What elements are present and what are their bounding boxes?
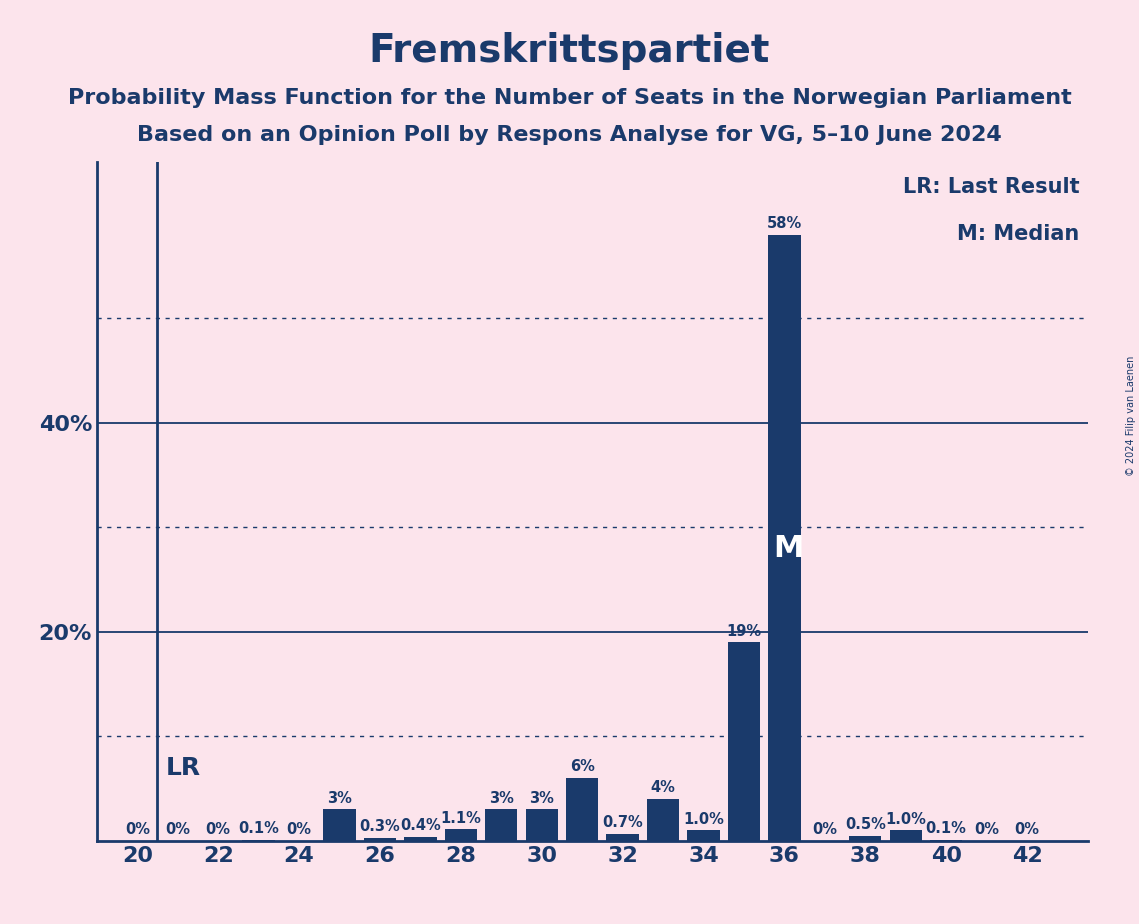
Text: Based on an Opinion Poll by Respons Analyse for VG, 5–10 June 2024: Based on an Opinion Poll by Respons Anal… <box>137 125 1002 145</box>
Bar <box>768 235 801 841</box>
Text: 0.1%: 0.1% <box>926 821 967 836</box>
Text: 0%: 0% <box>125 822 149 837</box>
Text: 0%: 0% <box>206 822 231 837</box>
Text: 0.7%: 0.7% <box>603 815 644 830</box>
Text: 1.0%: 1.0% <box>683 812 724 827</box>
Bar <box>931 840 962 841</box>
Bar <box>687 831 720 841</box>
Text: 6%: 6% <box>570 760 595 774</box>
Text: 3%: 3% <box>489 791 514 806</box>
Bar <box>606 833 639 841</box>
Text: 1.1%: 1.1% <box>441 810 482 826</box>
Text: 0.4%: 0.4% <box>400 818 441 833</box>
Bar <box>444 830 477 841</box>
Bar <box>525 809 558 841</box>
Text: 1.0%: 1.0% <box>885 812 926 827</box>
Text: LR: LR <box>165 756 200 780</box>
Bar <box>728 642 760 841</box>
Text: 0.1%: 0.1% <box>238 821 279 836</box>
Text: 0.3%: 0.3% <box>360 819 400 834</box>
Text: 19%: 19% <box>727 624 762 638</box>
Text: 0.5%: 0.5% <box>845 817 886 832</box>
Bar <box>363 838 396 841</box>
Bar <box>243 840 274 841</box>
Text: 0%: 0% <box>165 822 190 837</box>
Text: LR: Last Result: LR: Last Result <box>903 177 1080 198</box>
Text: M: M <box>773 534 804 563</box>
Text: 3%: 3% <box>327 791 352 806</box>
Text: 4%: 4% <box>650 781 675 796</box>
Text: © 2024 Filip van Laenen: © 2024 Filip van Laenen <box>1126 356 1136 476</box>
Text: Probability Mass Function for the Number of Seats in the Norwegian Parliament: Probability Mass Function for the Number… <box>67 88 1072 108</box>
Bar <box>566 778 598 841</box>
Bar <box>404 836 436 841</box>
Text: 58%: 58% <box>767 216 802 231</box>
Bar <box>647 799 679 841</box>
Text: M: Median: M: Median <box>958 225 1080 244</box>
Text: Fremskrittspartiet: Fremskrittspartiet <box>369 32 770 70</box>
Bar <box>890 831 921 841</box>
Bar <box>849 835 882 841</box>
Text: 0%: 0% <box>1015 822 1040 837</box>
Text: 0%: 0% <box>812 822 837 837</box>
Bar <box>323 809 355 841</box>
Text: 0%: 0% <box>974 822 999 837</box>
Bar <box>485 809 517 841</box>
Text: 3%: 3% <box>530 791 555 806</box>
Text: 0%: 0% <box>287 822 312 837</box>
